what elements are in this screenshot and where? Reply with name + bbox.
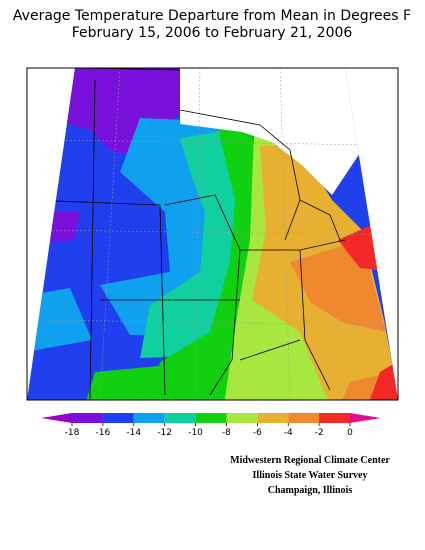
title-line: February 15, 2006 to February 21, 2006: [72, 25, 353, 41]
tick-label: -2: [315, 428, 324, 438]
credit: Champaign, Illinois: [268, 485, 353, 496]
colorbar-low: [41, 413, 72, 423]
tick-label: -4: [284, 428, 293, 438]
title-line: Average Temperature Departure from Mean …: [13, 8, 411, 24]
tick-label: -18: [65, 428, 80, 438]
tick-label: -16: [96, 428, 111, 438]
tick-label: -14: [126, 428, 141, 438]
colorbar-bin: [319, 413, 350, 423]
tick-label: 0: [347, 428, 353, 438]
colorbar-high: [350, 413, 381, 423]
colorbar: -18 -16 -14 -12 -10 -8 -6 -4 -2 0: [41, 413, 381, 438]
tick-label: -8: [222, 428, 231, 438]
colorbar-bin: [164, 413, 196, 423]
map: [27, 68, 398, 400]
colorbar-bin: [133, 413, 165, 423]
map-frame: [26, 67, 399, 401]
tick-label: -10: [188, 428, 203, 438]
colorbar-bin: [72, 413, 103, 423]
colorbar-bin: [102, 413, 134, 423]
colorbar-bin: [257, 413, 289, 423]
colorbar-bin: [288, 413, 320, 423]
credit: Midwestern Regional Climate Center: [230, 455, 390, 466]
colorbar-bin: [226, 413, 258, 423]
colorbar-bin: [195, 413, 227, 423]
tick-label: -12: [157, 428, 172, 438]
credit: Illinois State Water Survey: [253, 470, 368, 481]
tick-label: -6: [253, 428, 262, 438]
